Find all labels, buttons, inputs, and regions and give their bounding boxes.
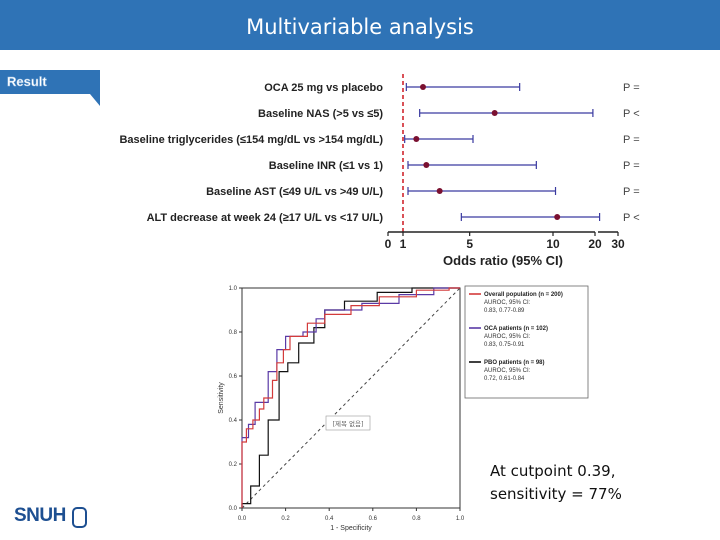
forest-row-label: Baseline INR (≤1 vs 1) [269, 160, 384, 172]
forest-x-tick-label: 5 [466, 237, 473, 251]
forest-x-tick-label: 0 [385, 237, 392, 251]
forest-row-label: OCA 25 mg vs placebo [264, 82, 383, 94]
forest-row-label: Baseline triglycerides (≤154 mg/dL vs >1… [119, 134, 383, 146]
logo-mark-icon [72, 507, 87, 528]
roc-legend-auroc-label: AUROC, 95% CI: [484, 300, 531, 306]
roc-legend-auroc-label: AUROC, 95% CI: [484, 334, 531, 340]
forest-row-label: Baseline AST (≤49 U/L vs >49 U/L) [206, 186, 383, 198]
roc-y-tick-label: 1.0 [229, 286, 238, 292]
cutpoint-note-line2: sensitivity = 77% [490, 485, 622, 503]
roc-y-tick-label: 0.0 [229, 506, 238, 512]
forest-point [436, 188, 443, 194]
roc-legend-name: Overall population (n = 200) [484, 292, 563, 298]
roc-inset-label: [제목 없음] [332, 420, 363, 428]
forest-p-value: P = .0040 [623, 186, 640, 198]
forest-x-tick-label: 30 [611, 237, 625, 251]
roc-legend-auroc-label: AUROC, 95% CI: [484, 368, 531, 374]
forest-point [423, 162, 430, 168]
forest-x-axis-label: Odds ratio (95% CI) [443, 253, 563, 268]
roc-legend-name: OCA patients (n = 102) [484, 326, 548, 332]
roc-series-line [241, 287, 460, 508]
forest-x-tick-label: 1 [400, 237, 407, 251]
roc-y-tick-label: 0.8 [229, 330, 238, 336]
forest-p-value: P < .0001 [623, 212, 640, 224]
forest-plot: OCA 25 mg vs placebo P = .0025 Baseline NA… [119, 74, 640, 268]
forest-x-tick-label: 20 [588, 237, 602, 251]
roc-y-axis-label: Sensitivity [218, 382, 225, 414]
cutpoint-note-line1: At cutpoint 0.39, [490, 462, 616, 480]
forest-p-value: P = .0025 [623, 82, 640, 94]
roc-x-tick-label: 1.0 [456, 516, 465, 522]
roc-inset-label-box [325, 415, 371, 431]
roc-legend-auroc-value: 0.83, 0.75-0.91 [484, 342, 525, 348]
forest-p-value: P < .0001 [623, 108, 640, 120]
forest-row-label: ALT decrease at week 24 (≥17 U/L vs <17 … [147, 212, 384, 224]
roc-x-tick-label: 0.6 [369, 516, 378, 522]
forest-point [554, 214, 561, 220]
roc-series-line [241, 287, 460, 508]
roc-x-axis-label: 1 - Specificity [330, 525, 372, 532]
snuh-logo: SNUH [14, 505, 87, 529]
logo-text: SNUH [14, 505, 66, 526]
forest-p-value: P = .0098 [623, 160, 640, 172]
roc-x-tick-label: 0.0 [238, 516, 247, 522]
forest-point [491, 110, 498, 116]
roc-y-tick-label: 0.6 [229, 374, 238, 380]
forest-x-tick-label: 10 [546, 237, 560, 251]
roc-x-tick-label: 0.2 [281, 516, 290, 522]
roc-legend-box [464, 285, 589, 399]
cutpoint-note: At cutpoint 0.39, sensitivity = 77% [490, 460, 622, 506]
roc-diagonal-line [241, 287, 461, 509]
roc-legend-auroc-value: 0.72, 0.61-0.84 [484, 376, 525, 382]
roc-x-tick-label: 0.4 [325, 516, 334, 522]
roc-y-tick-label: 0.4 [229, 418, 238, 424]
section-tab: Result [0, 70, 100, 106]
roc-legend-name: PBO patients (n = 98) [484, 360, 545, 366]
slide-title: Multivariable analysis [0, 0, 720, 50]
roc-y-tick-label: 0.2 [229, 462, 238, 468]
forest-p-value: P = .0205 [623, 134, 640, 146]
forest-row-label: Baseline NAS (>5 vs ≤5) [258, 108, 383, 120]
section-tab-label: Result [7, 74, 47, 89]
roc-curve-chart: 0.0 0.2 0.4 0.6 0.8 1.0 0.0 0.2 0.4 0.6 0.8 1.0 1 - … [218, 285, 589, 532]
roc-legend-auroc-value: 0.83, 0.77-0.89 [484, 308, 525, 314]
roc-x-tick-label: 0.8 [412, 516, 421, 522]
roc-plot-frame [241, 287, 461, 509]
forest-point [420, 84, 426, 90]
forest-point [413, 136, 420, 142]
